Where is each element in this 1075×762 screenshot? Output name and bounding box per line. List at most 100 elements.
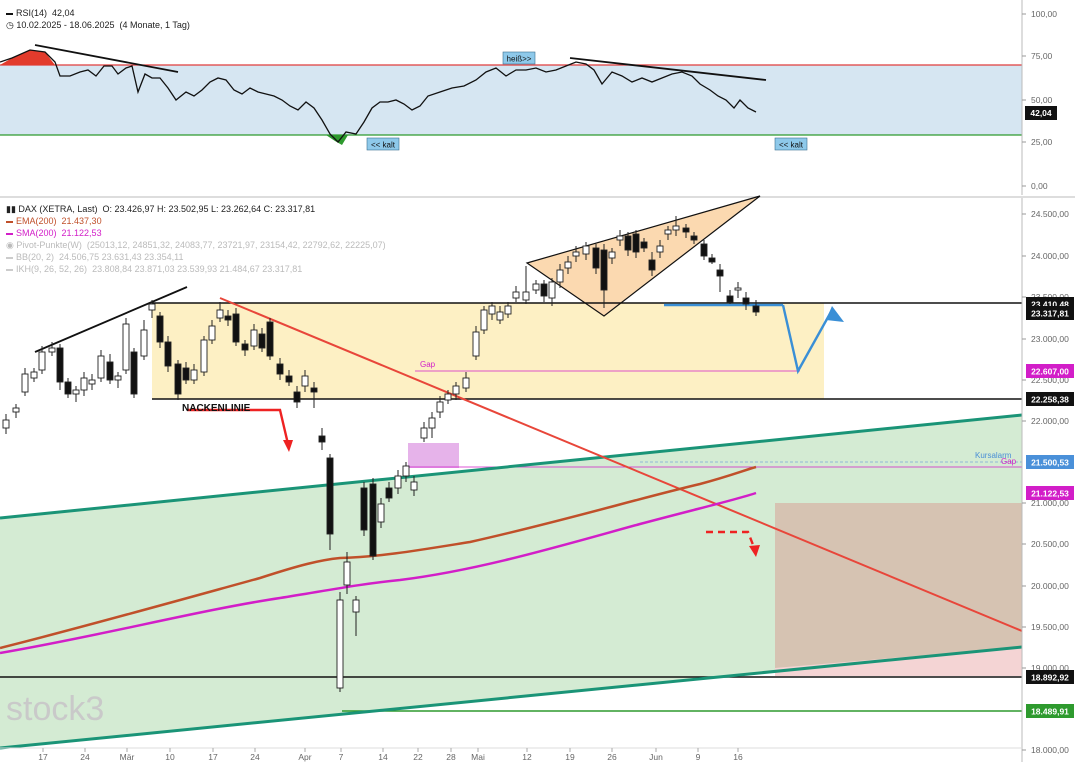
candle-body: [38, 351, 46, 371]
candle-body: [30, 371, 38, 379]
green-channel-zone: [0, 415, 1022, 748]
x-tick-label: 28: [446, 752, 456, 762]
candle-body: [148, 303, 156, 311]
rsi-legend-row: RSI(14) 42,04: [6, 7, 190, 19]
price-tick-label: 19.500,00: [1031, 622, 1069, 632]
candle-body: [394, 475, 402, 489]
x-tick-label: 7: [339, 752, 344, 762]
ikh-legend-row: IKH(9, 26, 52, 26) 23.808,84 23.871,03 2…: [6, 263, 386, 275]
candle-body: [156, 315, 164, 343]
candle-body: [164, 341, 172, 367]
candle-body: [385, 487, 393, 499]
candle-body: [140, 329, 148, 357]
rsi-last-tag: 42,04: [1025, 106, 1057, 120]
target-zone-box: [775, 503, 1022, 668]
candle-chart-icon: ▮▮: [6, 204, 16, 214]
x-tick-label: 17: [38, 752, 48, 762]
candle-body: [250, 329, 258, 347]
x-tick-label: 19: [565, 752, 575, 762]
candle-body: [556, 269, 564, 283]
gap-label-upper: Gap: [420, 360, 436, 369]
price-tick-label: 20.000,00: [1031, 581, 1069, 591]
price-tag-label: 23.317,81: [1031, 309, 1069, 319]
ema-legend-label: EMA(200): [16, 216, 57, 226]
candle-body: [752, 305, 760, 313]
gap-box: [408, 443, 459, 468]
price-tag-bg: [1026, 486, 1074, 500]
price-tag-bg: [1026, 455, 1074, 469]
rsi-badge-hot-text: heiß>>: [507, 55, 532, 64]
rsi-legend-value: 42,04: [52, 8, 75, 18]
candle-body: [190, 369, 198, 381]
candle-body: [2, 419, 10, 429]
rsi-badge-hot: heiß>>: [502, 51, 536, 65]
candle-body: [472, 331, 480, 357]
rsi-badge-cold-2-text: << kalt: [779, 141, 804, 150]
price-tick-label: 22.000,00: [1031, 416, 1069, 426]
candle-body: [130, 351, 138, 395]
price-tick-label: 23.000,00: [1031, 334, 1069, 344]
ema-legend-row: EMA(200) 21.437,30: [6, 215, 386, 227]
bb-legend-row: BB(20, 2) 24.506,75 23.631,43 23.354,11: [6, 251, 386, 263]
x-tick-label: Mai: [471, 752, 485, 762]
candle-body: [600, 249, 608, 291]
sma-legend-label: SMA(200): [16, 228, 57, 238]
rsi-overbought-fill: [0, 50, 55, 65]
candle-body: [88, 379, 96, 385]
rsi-range-text: 10.02.2025 - 18.06.2025: [16, 20, 115, 30]
candle-body: [532, 283, 540, 291]
watermark-logo: stock3: [6, 690, 104, 728]
price-title: DAX (XETRA, Last): [18, 204, 98, 214]
rsi-line: [0, 49, 757, 143]
candle-body: [12, 407, 20, 413]
candle-body: [548, 281, 556, 299]
candle-body: [174, 363, 182, 395]
price-tag-bg: [1026, 670, 1074, 684]
candle-body: [742, 297, 750, 305]
x-axis-labels: 17 24 Mär 10 17 24 Apr 7 14 22 28 Mai 12 19 26 Jun 9 16: [38, 748, 743, 762]
pivot-legend-values: (25013,12, 24851,32, 24083,77, 23721,97,…: [86, 240, 386, 250]
downtrend-line: [219, 297, 1023, 632]
candles: [2, 216, 760, 692]
ema-legend-swatch: [6, 220, 13, 223]
price-tick-label: 20.500,00: [1031, 539, 1069, 549]
candle-body: [276, 363, 284, 375]
candle-body: [21, 373, 29, 393]
candle-body: [420, 427, 428, 439]
neckline-arrow-head: [283, 440, 293, 452]
candle-body: [369, 483, 377, 557]
rsi-badge-cold-1: << kalt: [366, 137, 400, 151]
clock-icon: ◷: [6, 20, 14, 30]
price-tick-label: 19.000,00: [1031, 663, 1069, 673]
candle-body: [690, 235, 698, 241]
sma-legend-swatch: [6, 232, 13, 235]
candle-body: [301, 375, 309, 387]
neckline-zone: [152, 303, 824, 399]
candle-body: [318, 435, 326, 443]
x-tick-label: 10: [165, 752, 175, 762]
candle-body: [672, 225, 680, 231]
rsi-legend-swatch: [6, 12, 13, 15]
candle-body: [608, 251, 616, 259]
price-tag-label: 21.122,53: [1031, 489, 1069, 499]
candle-body: [48, 347, 56, 353]
candle-body: [56, 347, 64, 383]
candle-body: [726, 295, 734, 303]
candle-body: [632, 233, 640, 253]
price-tag-label: 18.892,92: [1031, 673, 1069, 683]
candle-body: [682, 227, 690, 233]
rsi-oversold-fill: [326, 135, 348, 145]
rsi-tick-label: 100,00: [1031, 9, 1057, 19]
price-tag-label: 21.500,53: [1031, 458, 1069, 468]
candle-body: [512, 291, 520, 299]
pivot-legend-row: ◉ Pivot-Punkte(W) (25013,12, 24851,32, 2…: [6, 239, 386, 251]
price-tick-label: 18.000,00: [1031, 745, 1069, 755]
candle-body: [224, 315, 232, 321]
x-tick-label: 24: [250, 752, 260, 762]
candle-body: [428, 417, 436, 429]
price-tag-bg: [1026, 392, 1074, 406]
price-ohlc: O: 23.426,97 H: 23.502,95 L: 23.262,64 C…: [102, 204, 316, 214]
candle-body: [97, 355, 105, 379]
price-tag-label: 22.607,00: [1031, 367, 1069, 377]
